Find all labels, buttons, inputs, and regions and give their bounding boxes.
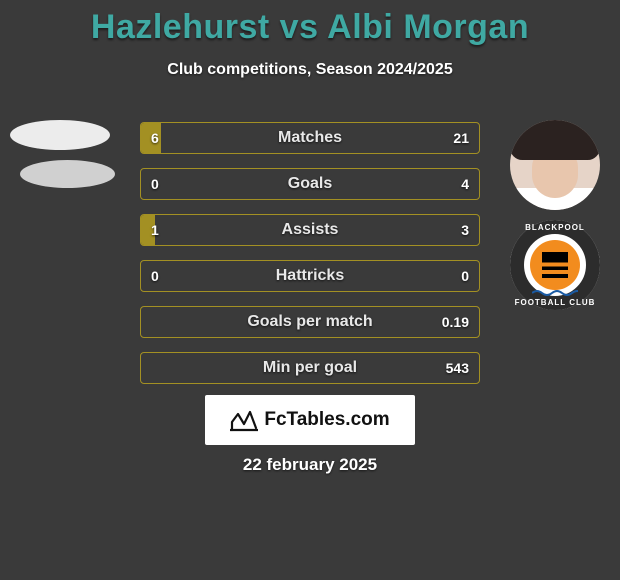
left-player-column <box>10 120 110 198</box>
stat-label: Min per goal <box>141 353 479 383</box>
brand-logo-icon <box>230 408 258 432</box>
subtitle: Club competitions, Season 2024/2025 <box>0 61 620 79</box>
player-avatar-placeholder <box>10 120 110 150</box>
stat-label: Goals per match <box>141 307 479 337</box>
club-badge: BLACKPOOL FOOTBALL CLUB <box>510 220 600 310</box>
stat-row: 6 Matches 21 <box>140 122 480 154</box>
stat-value-right: 4 <box>451 169 479 199</box>
stat-value-left <box>141 353 161 383</box>
player-avatar <box>510 120 600 210</box>
club-crest-icon <box>542 252 568 278</box>
stat-value-left: 0 <box>141 169 169 199</box>
stat-row: 1 Assists 3 <box>140 214 480 246</box>
stat-value-right: 21 <box>443 123 479 153</box>
stat-value-right: 0.19 <box>432 307 479 337</box>
stat-label: Hattricks <box>141 261 479 291</box>
stat-label: Goals <box>141 169 479 199</box>
stat-value-left: 1 <box>141 215 169 245</box>
stat-row: Min per goal 543 <box>140 352 480 384</box>
stat-value-left: 6 <box>141 123 169 153</box>
stat-value-right: 0 <box>451 261 479 291</box>
stat-value-right: 3 <box>451 215 479 245</box>
footer-date: 22 february 2025 <box>0 455 620 475</box>
stat-label: Matches <box>141 123 479 153</box>
stat-row: 0 Hattricks 0 <box>140 260 480 292</box>
page-title: Hazlehurst vs Albi Morgan <box>0 0 620 47</box>
club-name-top: BLACKPOOL <box>510 223 600 232</box>
club-name-bottom: FOOTBALL CLUB <box>510 298 600 307</box>
stat-label: Assists <box>141 215 479 245</box>
club-badge-placeholder <box>20 160 115 188</box>
right-player-column: BLACKPOOL FOOTBALL CLUB <box>510 120 610 320</box>
stat-value-left <box>141 307 161 337</box>
stat-value-left: 0 <box>141 261 169 291</box>
stat-value-right: 543 <box>436 353 479 383</box>
brand-banner: FcTables.com <box>205 395 415 445</box>
brand-text: FcTables.com <box>264 409 389 431</box>
stat-row: 0 Goals 4 <box>140 168 480 200</box>
stats-chart: 6 Matches 21 0 Goals 4 1 Assists 3 0 Hat… <box>140 122 480 398</box>
stat-row: Goals per match 0.19 <box>140 306 480 338</box>
